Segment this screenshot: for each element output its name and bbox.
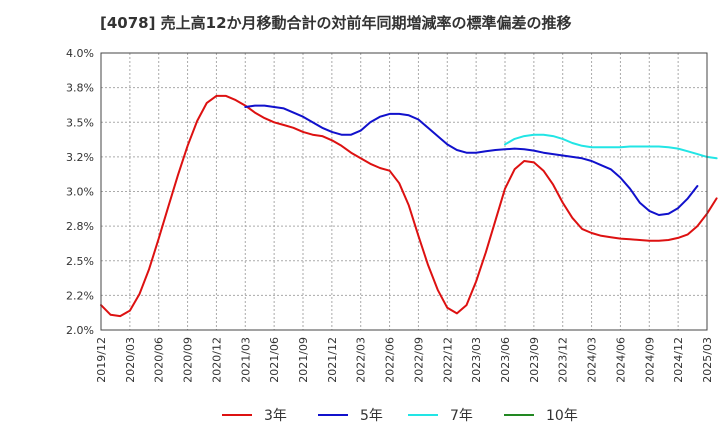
legend-label: 10年 <box>546 408 578 424</box>
legend: 3年 5年 7年 10年 <box>222 408 578 424</box>
x-tick-label: 2024/03 <box>586 337 599 383</box>
series-line-5年 <box>244 104 699 216</box>
x-tick-label: 2022/12 <box>441 337 454 383</box>
y-tick-label: 3.2% <box>66 151 94 164</box>
x-tick-label: 2024/06 <box>614 337 627 383</box>
y-tick-label: 3.5% <box>66 116 94 129</box>
y-tick-label: 2.2% <box>66 289 94 302</box>
legend-label: 7年 <box>450 408 473 424</box>
legend-label: 5年 <box>360 408 383 424</box>
plot-area-frame <box>100 52 708 331</box>
x-tick-label: 2023/03 <box>470 337 483 383</box>
y-tick-label: 2.8% <box>66 220 94 233</box>
x-tick-label: 2020/03 <box>124 337 137 383</box>
y-tick-label: 2.0% <box>66 324 94 337</box>
y-tick-label: 3.0% <box>66 186 94 199</box>
series-line-7年 <box>504 133 718 160</box>
x-tick-label: 2023/09 <box>528 337 541 383</box>
series-line-3年 <box>100 94 718 318</box>
x-tick-label: 2024/12 <box>672 337 685 383</box>
x-tick-label: 2022/03 <box>355 337 368 383</box>
grid <box>101 53 707 330</box>
x-tick-label: 2019/12 <box>95 337 108 383</box>
x-tick-label: 2020/09 <box>182 337 195 383</box>
x-tick-label: 2022/06 <box>384 337 397 383</box>
x-tick-label: 2020/12 <box>210 337 223 383</box>
y-tick-label: 3.8% <box>66 82 94 95</box>
x-tick-label: 2021/03 <box>239 337 252 383</box>
y-axis: 2.0% 2.2% 2.5% 2.8% 3.0% 3.2% 3.5% 3.8% 4.0% <box>66 47 94 337</box>
x-tick-label: 2021/12 <box>326 337 339 383</box>
y-tick-label: 2.5% <box>66 255 94 268</box>
x-tick-label: 2022/09 <box>412 337 425 383</box>
x-tick-label: 2021/09 <box>297 337 310 383</box>
chart-title: [4078] 売上高12か月移動合計の対前年同期増減率の標準偏差の推移 <box>100 14 572 32</box>
x-tick-label: 2023/12 <box>557 337 570 383</box>
series-lines <box>100 94 718 318</box>
x-tick-label: 2021/06 <box>268 337 281 383</box>
y-tick-label: 4.0% <box>66 47 94 60</box>
legend-label: 3年 <box>264 408 287 424</box>
x-tick-label: 2020/06 <box>153 337 166 383</box>
x-tick-label: 2024/09 <box>643 337 656 383</box>
x-axis: 2019/12 2020/03 2020/06 2020/09 2020/12 2021/… <box>95 337 714 383</box>
x-tick-label: 2023/06 <box>499 337 512 383</box>
x-tick-label: 2025/03 <box>701 337 714 383</box>
